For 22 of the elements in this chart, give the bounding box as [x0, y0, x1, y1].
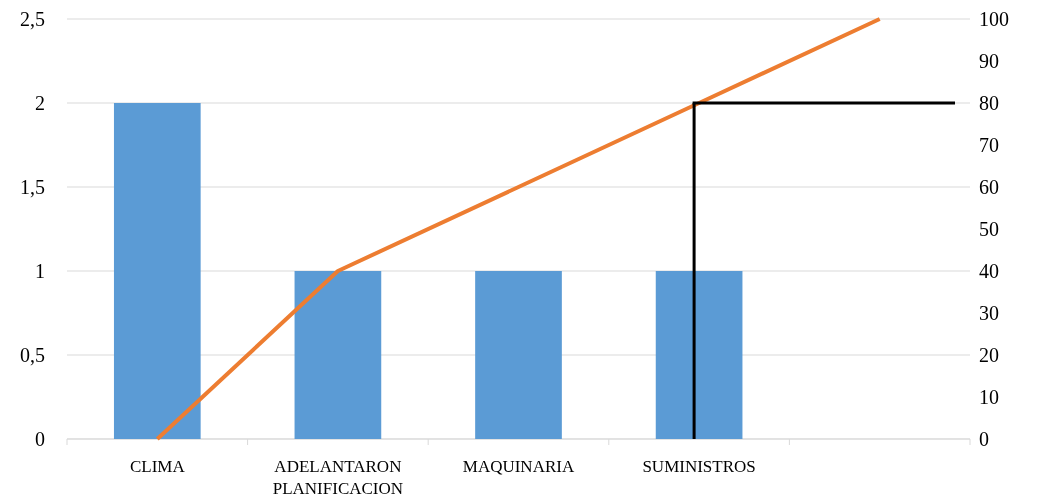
x-tick-label: SUMINISTROS	[642, 457, 756, 476]
y2-tick-label: 70	[979, 134, 999, 156]
y2-tick-label: 90	[979, 50, 999, 72]
y2-tick-label: 20	[979, 344, 999, 366]
y-tick-label: 0,5	[20, 344, 45, 366]
x-tick-label: MAQUINARIA	[462, 457, 575, 476]
y2-tick-label: 80	[979, 92, 999, 114]
y-tick-label: 1,5	[20, 176, 45, 198]
y2-tick-label: 100	[979, 8, 1009, 30]
x-tick-label: ADELANTARON PLANIFICACION	[272, 457, 404, 498]
y2-tick-label: 50	[979, 218, 999, 240]
y2-tick-label: 60	[979, 176, 999, 198]
x-tick-label: CLIMA	[129, 457, 186, 476]
y2-tick-label: 30	[979, 302, 999, 324]
y2-tick-label: 10	[979, 386, 999, 408]
y-tick-label: 2,5	[20, 8, 45, 30]
y2-tick-label: 40	[979, 260, 999, 282]
y2-tick-label: 0	[979, 428, 989, 450]
y-tick-label: 0	[35, 428, 45, 450]
y-tick-label: 2	[35, 92, 45, 114]
y-tick-label: 1	[35, 260, 45, 282]
line-series	[155, 17, 882, 441]
